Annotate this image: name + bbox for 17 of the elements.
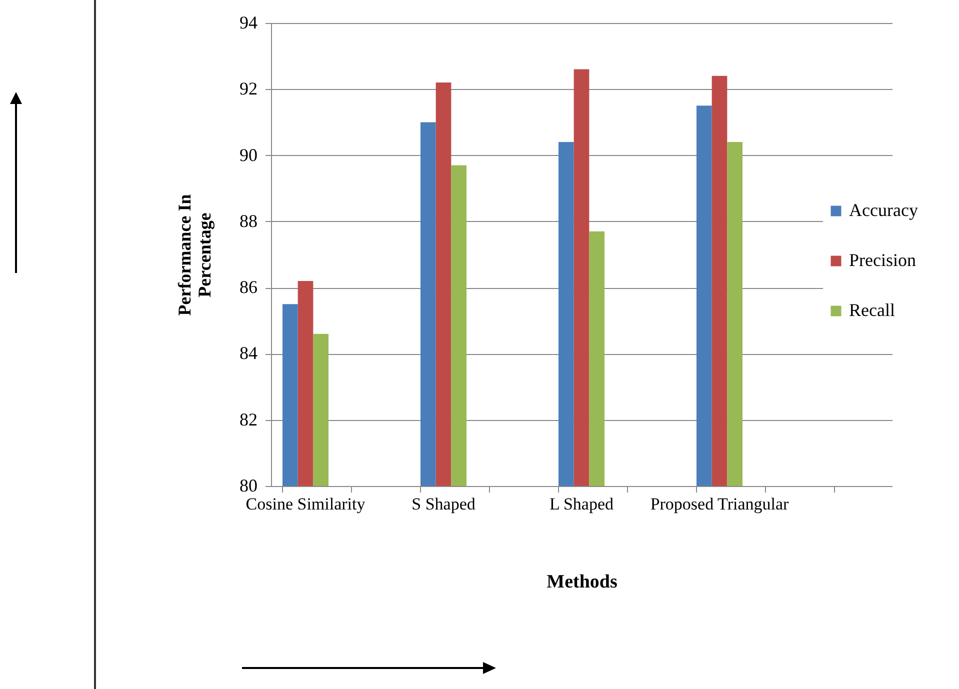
y-tick-label: 94 [240,12,258,32]
y-tick-label: 92 [240,78,258,99]
y-tick-label: 86 [240,277,258,298]
y-tick-label: 90 [240,144,258,165]
y-tick-label: 82 [240,409,258,430]
x-tick-label: Cosine Similarity [246,494,366,514]
x-tick-label: Proposed Triangular [650,494,790,514]
y-tick-label: 84 [240,343,258,364]
legend-label: Recall [849,300,895,320]
legend-label: Precision [849,250,916,270]
y-tick-label: 88 [240,210,258,231]
y-tick-label: 80 [240,476,258,496]
x-tick-label: S Shaped [412,494,476,514]
legend-label: Accuracy [849,200,918,220]
y-axis-title: Performance In Percentage [174,194,214,316]
x-tick-label: L Shaped [549,494,614,514]
x-axis-title: Methods [546,572,618,592]
